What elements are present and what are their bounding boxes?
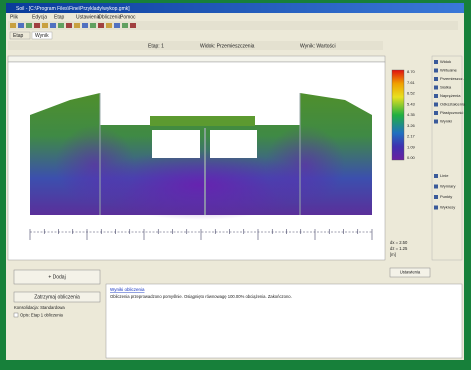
status-text: dz = 1.25: [390, 246, 408, 251]
menu-item[interactable]: Plik: [10, 14, 19, 20]
tool-icon[interactable]: [434, 174, 438, 178]
status-text: dx = 2.50: [390, 240, 408, 245]
tab-label: Wynik: [35, 33, 49, 39]
tool-icon[interactable]: [50, 23, 56, 28]
tool-icon[interactable]: [434, 111, 438, 115]
slab: [150, 116, 255, 126]
status-text: [m]: [390, 252, 396, 257]
tool-icon[interactable]: [106, 23, 112, 28]
tool-label[interactable]: Siatka: [440, 85, 452, 90]
tool-icon[interactable]: [58, 23, 64, 28]
legend: 8.70 7.61 6.52 5.43 4.35 3.26 2.17 1.09 0.00: [407, 69, 416, 160]
tool-icon[interactable]: [434, 86, 438, 90]
option: Opis: Etap 1 obliczenia: [20, 313, 64, 318]
tool-icon[interactable]: [90, 23, 96, 28]
tool-icon[interactable]: [82, 23, 88, 28]
page: Soil - [C:\Program Files\Fine\Przyklady\…: [0, 0, 471, 365]
tool-icon[interactable]: [114, 23, 120, 28]
view-label: Widok: Przemieszczenia: [200, 43, 255, 49]
tool-label[interactable]: Plastyczność: [440, 110, 463, 115]
legend-value: 3.26: [407, 123, 416, 128]
result-label: Wynik: Wartości: [300, 43, 336, 49]
ruler: [8, 56, 385, 62]
tool-icon[interactable]: [18, 23, 24, 28]
tool-icon[interactable]: [98, 23, 104, 28]
tool-label[interactable]: Naprężenia: [440, 93, 461, 98]
tool-label[interactable]: Wymiary: [440, 184, 456, 189]
legend-value: 4.35: [407, 112, 416, 117]
side-label: Ustawienia: [400, 270, 421, 275]
menu-item[interactable]: Pomoc: [120, 14, 136, 20]
color-bar: [392, 70, 404, 160]
tool-label[interactable]: Widok: [440, 59, 451, 64]
tool-icon[interactable]: [434, 69, 438, 73]
legend-value: 7.61: [407, 80, 416, 85]
tool-icon[interactable]: [34, 23, 40, 28]
tool-icon[interactable]: [74, 23, 80, 28]
legend-value: 5.43: [407, 101, 416, 106]
tool-icon[interactable]: [26, 23, 32, 28]
menu-item[interactable]: Ustawienia: [76, 14, 101, 20]
legend-value: 6.52: [407, 91, 416, 96]
tool-icon[interactable]: [434, 103, 438, 107]
menu-item[interactable]: Edycja: [32, 14, 47, 20]
checkbox[interactable]: [14, 313, 18, 317]
tool-label[interactable]: Linie: [440, 173, 449, 178]
stage-label: Etap: 1: [148, 43, 164, 49]
tool-icon[interactable]: [42, 23, 48, 28]
option: Konsolidacja: Standardowa: [14, 305, 65, 310]
opening: [210, 130, 257, 158]
tool-label[interactable]: Wirtualne: [440, 68, 458, 73]
tool-icon[interactable]: [434, 185, 438, 189]
message: Obliczenia przeprowadzono pomyślnie. Osi…: [110, 294, 292, 299]
tool-label[interactable]: Przemieszcz.: [440, 76, 464, 81]
result-link[interactable]: Wyniki obliczenia: [110, 287, 145, 292]
legend-value: 8.70: [407, 69, 416, 74]
tool-icon[interactable]: [66, 23, 72, 28]
tool-icon[interactable]: [434, 120, 438, 124]
tool-icon[interactable]: [10, 23, 16, 28]
tool-icon[interactable]: [434, 94, 438, 98]
tool-label[interactable]: Odkształcenia: [440, 102, 466, 107]
legend-value: 1.09: [407, 144, 416, 149]
displacement-zone: [265, 125, 345, 205]
tool-label[interactable]: Wykresy: [440, 205, 455, 210]
tool-icon[interactable]: [122, 23, 128, 28]
tab-label: Etap: [13, 33, 24, 39]
legend-value: 2.17: [407, 134, 416, 139]
menu-item[interactable]: Obliczenia: [98, 14, 122, 20]
window-title: Soil - [C:\Program Files\Fine\Przyklady\…: [16, 6, 130, 12]
menu-item[interactable]: Etap: [54, 14, 65, 20]
legend-value: 0.00: [407, 155, 416, 160]
tool-label[interactable]: Wyniki: [440, 119, 452, 124]
add-label: + Dodaj: [48, 274, 65, 280]
stop-label: Zatrzymaj obliczenia: [34, 294, 80, 300]
tool-icon[interactable]: [130, 23, 136, 28]
tool-label[interactable]: Punkty: [440, 194, 452, 199]
tool-icon[interactable]: [434, 60, 438, 64]
tool-icon[interactable]: [434, 206, 438, 210]
tool-icon[interactable]: [434, 77, 438, 81]
displacement-zone: [55, 125, 135, 205]
opening: [152, 130, 200, 158]
tool-icon[interactable]: [434, 195, 438, 199]
screenshot: Soil - [C:\Program Files\Fine\Przyklady\…: [0, 0, 471, 365]
